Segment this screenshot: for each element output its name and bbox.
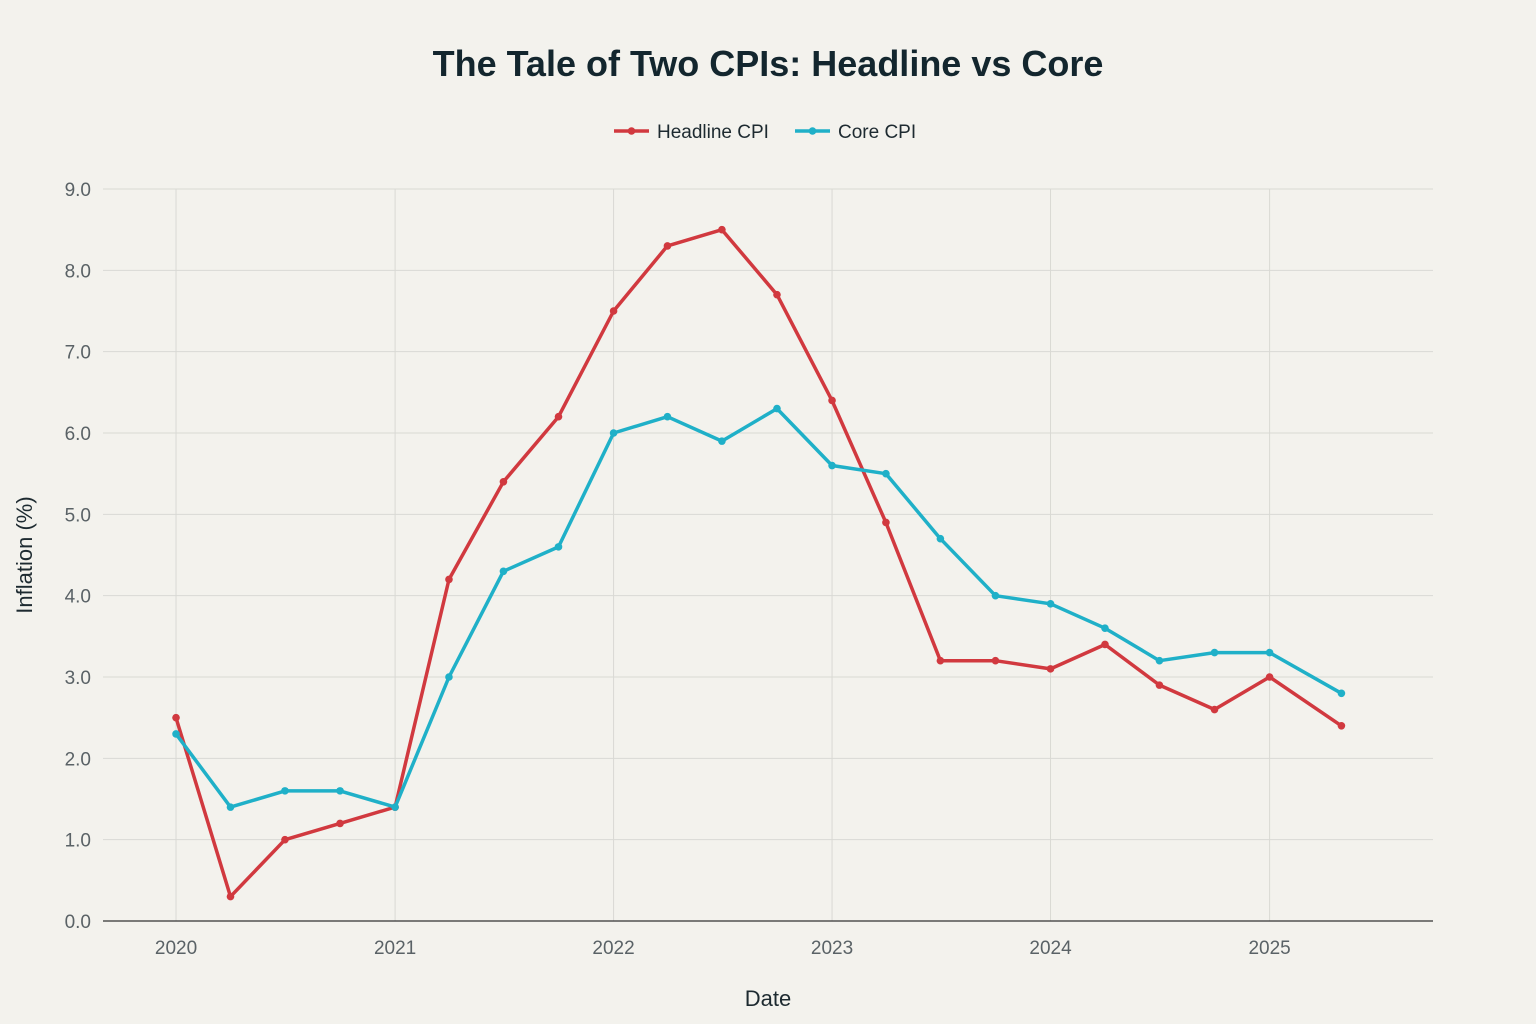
data-point[interactable] [609, 307, 618, 315]
data-point[interactable] [281, 787, 289, 795]
data-point[interactable] [773, 404, 781, 413]
legend-marker [808, 127, 817, 135]
y-tick-label: 4.0 [65, 587, 91, 608]
data-point[interactable] [1210, 705, 1219, 714]
series-line[interactable] [174, 406, 1344, 809]
data-point[interactable] [499, 567, 508, 576]
data-point[interactable] [991, 656, 1000, 665]
legend-marker [627, 127, 636, 135]
data-point[interactable] [1101, 640, 1109, 649]
data-point[interactable] [445, 575, 453, 584]
y-tick-label: 7.0 [65, 343, 91, 364]
legend[interactable]: Headline CPI Core CPI [614, 122, 916, 143]
data-point[interactable] [1337, 722, 1346, 730]
x-tick-label: 2025 [1248, 938, 1290, 959]
data-point[interactable] [991, 591, 1000, 600]
data-point[interactable] [391, 803, 399, 811]
y-axis-title: Inflation (%) [12, 496, 37, 613]
y-tick-label: 1.0 [65, 831, 91, 852]
data-point[interactable] [172, 730, 180, 738]
data-point[interactable] [1210, 648, 1219, 657]
data-point[interactable] [226, 892, 235, 901]
y-tick-label: 3.0 [65, 668, 91, 689]
y-tick-label: 6.0 [65, 424, 91, 445]
data-point[interactable] [1046, 665, 1055, 673]
data-point[interactable] [1046, 600, 1055, 608]
data-point[interactable] [554, 543, 563, 551]
legend-label: Core CPI [838, 122, 916, 143]
data-point[interactable] [773, 290, 781, 299]
data-point[interactable] [882, 518, 890, 527]
series-layer [172, 225, 1346, 901]
data-point[interactable] [936, 534, 945, 543]
x-tick-label: 2021 [374, 938, 416, 959]
data-point[interactable] [1101, 624, 1109, 632]
data-point[interactable] [1337, 689, 1346, 698]
data-point[interactable] [445, 673, 453, 681]
data-point[interactable] [336, 819, 344, 828]
data-point[interactable] [1155, 681, 1164, 689]
x-tick-label: 2020 [155, 938, 197, 959]
data-point[interactable] [718, 437, 726, 445]
data-point[interactable] [172, 713, 180, 722]
y-tick-label: 5.0 [65, 505, 91, 526]
x-axis-title: Date [745, 986, 791, 1011]
data-point[interactable] [281, 835, 289, 844]
data-point[interactable] [1265, 648, 1274, 657]
x-tick-label: 2023 [811, 938, 853, 959]
data-point[interactable] [226, 803, 235, 811]
data-point[interactable] [609, 429, 618, 437]
x-tick-label: 2024 [1029, 938, 1072, 959]
data-point[interactable] [499, 478, 508, 486]
legend-label: Headline CPI [657, 122, 769, 143]
data-point[interactable] [718, 225, 726, 234]
legend-item-core-cpi[interactable]: Core CPI [795, 122, 916, 143]
grid [103, 188, 1433, 921]
data-point[interactable] [882, 469, 890, 478]
x-tick-label: 2022 [592, 938, 634, 959]
data-point[interactable] [663, 242, 672, 250]
data-point[interactable] [936, 656, 945, 665]
series-line[interactable] [174, 227, 1344, 899]
chart-title: The Tale of Two CPIs: Headline vs Core [433, 43, 1104, 84]
y-tick-label: 9.0 [65, 180, 91, 201]
data-point[interactable] [828, 461, 836, 470]
series-headline-cpi[interactable] [172, 225, 1346, 901]
data-point[interactable] [336, 787, 344, 795]
y-tick-label: 8.0 [65, 261, 91, 282]
series-core-cpi[interactable] [172, 404, 1346, 811]
data-point[interactable] [1265, 673, 1274, 681]
legend-item-headline-cpi[interactable]: Headline CPI [614, 122, 769, 143]
axes: 0.0 1.0 2.0 3.0 4.0 5.0 6.0 7.0 8.0 9.0 2020 2021 20… [65, 180, 1433, 959]
data-point[interactable] [828, 396, 836, 405]
y-tick-label: 2.0 [65, 749, 91, 770]
data-point[interactable] [663, 412, 672, 421]
data-point[interactable] [554, 412, 563, 421]
y-tick-label: 0.0 [65, 912, 91, 933]
data-point[interactable] [1155, 656, 1164, 665]
